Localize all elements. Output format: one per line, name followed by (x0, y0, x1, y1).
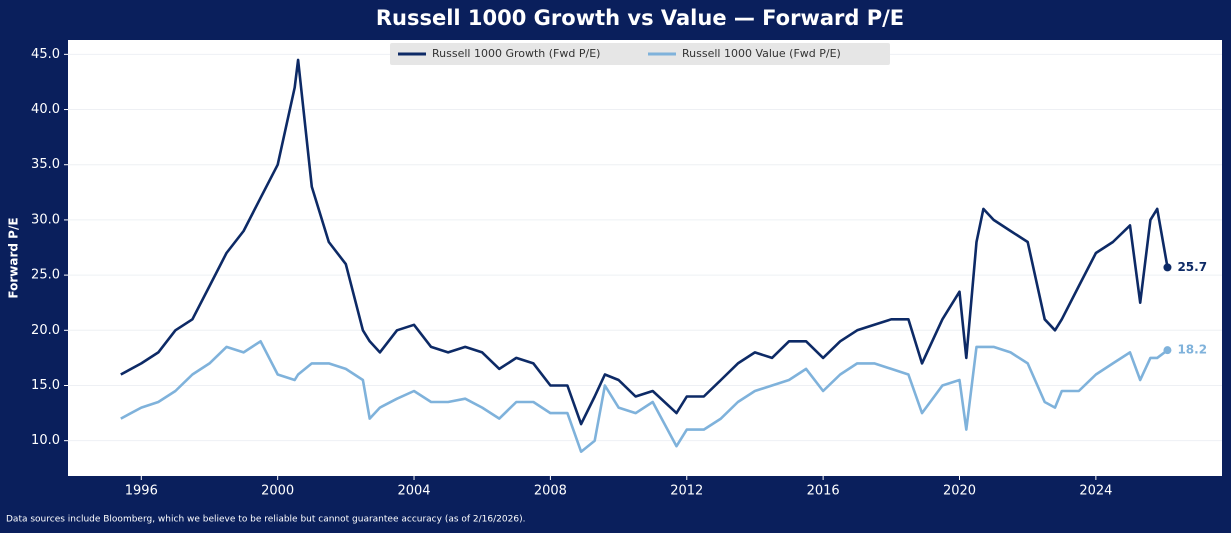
y-axis-label: Forward P/E (7, 217, 21, 298)
y-tick-label: 35.0 (31, 157, 60, 172)
x-tick-label: 2004 (397, 484, 430, 499)
y-tick-label: 40.0 (31, 102, 60, 117)
x-tick-label: 2000 (261, 484, 294, 499)
legend-label: Russell 1000 Value (Fwd P/E) (682, 47, 841, 60)
x-tick-label: 2016 (807, 484, 840, 499)
footnote: Data sources include Bloomberg, which we… (6, 515, 525, 525)
y-tick-label: 20.0 (31, 323, 60, 338)
legend-label: Russell 1000 Growth (Fwd P/E) (432, 47, 600, 60)
x-tick-label: 2024 (1079, 484, 1112, 499)
legend: Russell 1000 Growth (Fwd P/E) Russell 100… (390, 43, 890, 65)
plot-area (68, 40, 1222, 476)
series-line (120, 340, 1169, 453)
y-tick-label: 25.0 (31, 268, 60, 283)
y-tick-label: 10.0 (31, 433, 60, 448)
y-tick-label: 30.0 (31, 212, 60, 227)
end-point (1163, 263, 1172, 272)
x-tick-label: 2012 (670, 484, 703, 499)
y-tick-label: 15.0 (31, 378, 60, 393)
end-label: 25.7 (1177, 260, 1207, 274)
legend-box (390, 43, 890, 65)
end-label: 18.2 (1177, 343, 1207, 357)
x-tick-label: 2008 (534, 484, 567, 499)
chart-title: Russell 1000 Growth vs Value — Forward P… (376, 6, 904, 30)
x-tick-label: 2020 (943, 484, 976, 499)
series-line (120, 58, 1169, 426)
x-tick-label: 1996 (125, 484, 158, 499)
y-tick-label: 45.0 (31, 47, 60, 62)
end-point (1163, 346, 1172, 355)
